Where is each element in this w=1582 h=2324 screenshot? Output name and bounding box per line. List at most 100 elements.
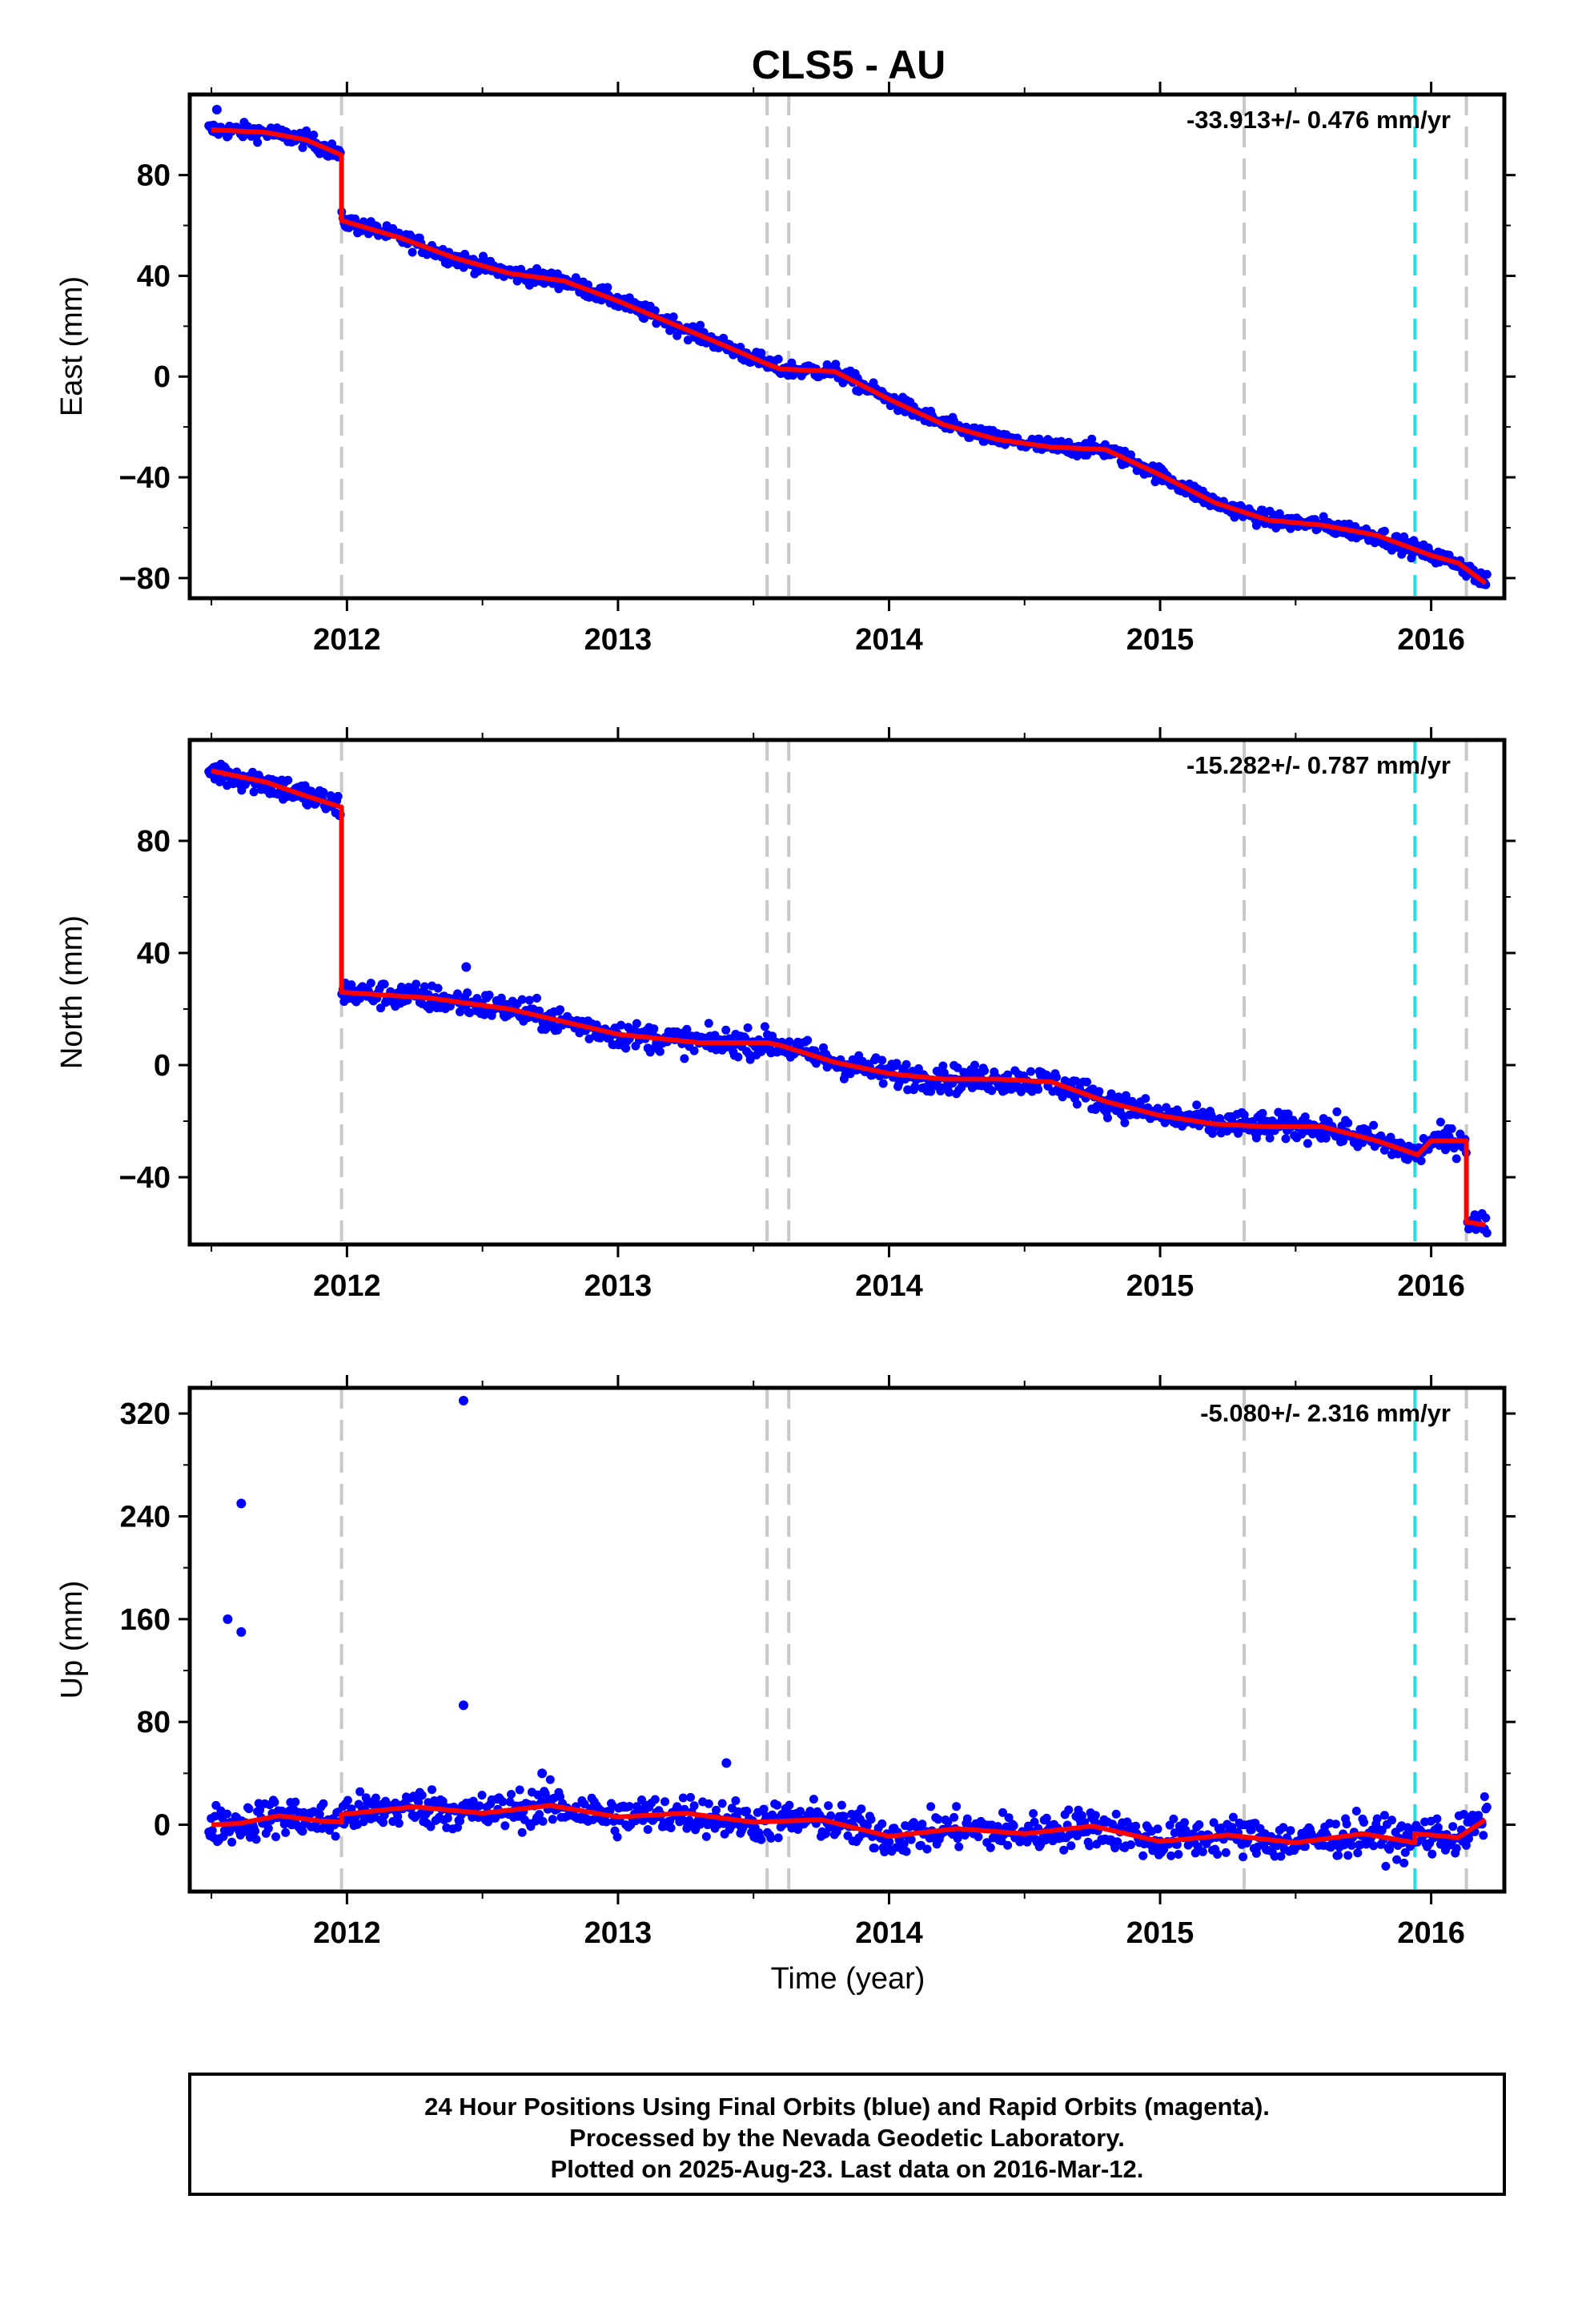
up-data-point [1042,1813,1051,1823]
north-data-point [655,1047,665,1056]
up-data-point [1174,1850,1183,1859]
up-y-tick-label: 80 [137,1706,171,1739]
north-data-point [249,787,259,797]
up-data-point [1228,1812,1238,1822]
north-x-tick-label: 2014 [855,1269,923,1303]
east-data-point [309,131,319,139]
north-data-point [939,1068,949,1078]
up-data-point [1131,1821,1141,1831]
up-data-point [954,1842,964,1852]
east-data-point [1064,437,1074,447]
up-data-point [1392,1855,1402,1864]
up-data-point [535,1810,544,1819]
up-data-point [556,1792,564,1802]
up-data-point [926,1802,936,1811]
north-data-point [1258,1108,1267,1118]
up-data-point [468,1812,477,1822]
north-data-point [877,1055,887,1065]
up-data-point [1085,1841,1094,1851]
east-data-point [673,331,682,340]
up-data-point [417,1791,427,1800]
up-data-point [837,1800,846,1810]
up-data-point [1239,1852,1248,1862]
east-data-point [603,283,612,292]
up-data-point [993,1822,1002,1831]
up-data-point [270,1798,279,1807]
up-y-axis-label: Up (mm) [55,1581,89,1699]
north-data-point [1303,1139,1312,1148]
up-data-point [601,1817,611,1827]
up-data-point [1153,1824,1162,1834]
east-data-point [1399,532,1409,541]
up-data-point [315,1810,324,1819]
east-x-tick-label: 2013 [584,623,652,657]
north-data-point [932,1067,942,1076]
up-data-point [785,1800,794,1810]
north-data-point [1283,1109,1293,1119]
up-data-point [1279,1823,1288,1832]
up-data-point [1111,1809,1121,1819]
north-data-point [1369,1120,1379,1130]
up-data-point [1377,1826,1387,1835]
up-y-tick-label: 240 [120,1500,171,1534]
east-panel: 80 40 0 −40 −80 2012 2013 2014 2015 2016 East (mm)… [55,82,1516,657]
north-data-point [649,1024,659,1034]
up-y-tick-label: 320 [120,1397,171,1431]
up-data-point [1480,1792,1489,1801]
north-data-point [953,1063,962,1072]
chart-title: CLS5 - AU [752,42,946,87]
up-data-point [331,1831,340,1841]
up-data-point [766,1833,776,1843]
up-data-point [207,1826,217,1835]
north-data-point [1416,1156,1426,1165]
up-data-point [1169,1814,1178,1823]
north-data-point [1358,1138,1367,1148]
east-data-point [253,138,263,147]
up-data-point [1276,1852,1286,1861]
up-data-point [917,1819,927,1829]
north-data-point [1481,1213,1491,1223]
up-y-tick-label: 160 [120,1603,171,1637]
up-data-point [773,1800,782,1810]
north-data-point [1435,1117,1445,1127]
up-data-point [426,1822,436,1831]
east-data-point [1482,569,1492,579]
up-data-point [870,1844,879,1853]
north-data-point [1120,1118,1130,1128]
up-data-point [580,1799,589,1809]
up-data-point [717,1799,727,1808]
north-data-point [910,1082,920,1092]
up-data-point [1387,1815,1396,1825]
up-data-point [393,1811,403,1821]
north-data-point [621,1043,631,1053]
up-data-point [661,1797,669,1807]
up-data-point [1227,1823,1237,1832]
up-data-point [443,1813,452,1823]
up-data-point [244,1804,254,1814]
north-data-point [517,995,527,1004]
north-data-point [680,1054,689,1063]
north-data-point [1321,1133,1331,1143]
north-data-point [496,993,506,1003]
east-data-point [669,312,678,322]
up-outlier-point [458,1396,468,1406]
north-data-point [689,1046,699,1055]
up-data-point [1108,1819,1118,1829]
north-data-point [987,1086,997,1096]
north-y-tick-label: 40 [137,937,171,971]
up-data-point [281,1827,291,1837]
east-y-tick-label: 40 [137,259,171,293]
north-data-point [803,1035,813,1045]
north-rate-label: -15.282+/- 0.787 mm/yr [1186,751,1451,779]
up-data-point [986,1843,995,1852]
up-data-point [1351,1807,1361,1815]
up-data-point [701,1831,711,1841]
north-data-point [1281,1134,1291,1144]
up-data-point [538,1816,548,1826]
north-data-point [484,991,494,999]
north-data-point [1386,1132,1395,1142]
east-data-point [408,247,417,257]
up-data-point [1198,1847,1207,1856]
up-data-point [1353,1848,1363,1858]
